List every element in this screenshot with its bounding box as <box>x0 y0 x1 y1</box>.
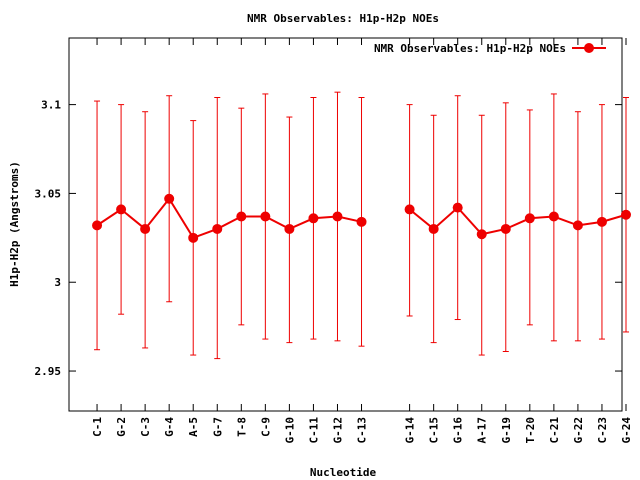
data-point <box>621 209 631 220</box>
chart-title: NMR Observables: H1p-H2p NOEs <box>247 12 439 25</box>
data-point <box>356 216 367 227</box>
x-tick-label: G-22 <box>572 417 585 444</box>
y-tick-label: 3.1 <box>41 99 61 112</box>
data-point <box>572 220 583 231</box>
y-axis-label: H1p-H2p (Angstroms) <box>8 161 21 287</box>
x-tick-label: A-17 <box>476 417 489 444</box>
x-tick-label: G-19 <box>500 417 513 444</box>
y-tick-label: 3 <box>54 276 61 289</box>
x-tick-label: C-13 <box>356 417 369 444</box>
data-point <box>92 220 103 231</box>
axes: 2.95 3 3.05 3.1 C-1 G-2 C-3 G-4 A-5 G-7 T-8 C-9 G-10… <box>35 38 633 444</box>
data-points <box>92 193 631 243</box>
data-point <box>596 216 607 227</box>
data-point <box>116 204 127 215</box>
x-tick-label: G-14 <box>404 417 417 444</box>
legend-label: NMR Observables: H1p-H2p NOEs <box>374 42 566 55</box>
data-point <box>308 213 319 224</box>
legend: NMR Observables: H1p-H2p NOEs <box>374 42 606 55</box>
legend-marker <box>584 43 594 53</box>
x-tick-label: G-16 <box>452 417 465 444</box>
data-point <box>140 223 151 234</box>
data-point <box>332 211 343 222</box>
y-tick-label: 3.05 <box>35 187 62 200</box>
x-axis-label: Nucleotide <box>310 466 377 479</box>
data-point <box>500 223 511 234</box>
x-tick-label: C-21 <box>548 417 561 444</box>
x-tick-label: G-10 <box>283 417 296 444</box>
data-point <box>524 213 535 224</box>
x-tick-label: C-1 <box>91 417 104 437</box>
y-tick-label: 2.95 <box>35 365 62 378</box>
data-point <box>212 223 223 234</box>
data-point <box>428 223 439 234</box>
x-tick-label: C-3 <box>139 417 152 437</box>
x-tick-label: T-20 <box>524 417 537 444</box>
data-point <box>260 211 271 222</box>
data-point <box>404 204 415 215</box>
x-tick-label: C-9 <box>259 417 272 437</box>
plot-area <box>68 37 623 412</box>
data-point <box>236 211 247 222</box>
data-point <box>476 229 487 240</box>
series-segment <box>408 206 627 236</box>
x-tick-label: A-5 <box>187 417 200 437</box>
data-point <box>164 193 175 204</box>
x-tick-label: C-23 <box>596 417 609 444</box>
data-point <box>452 202 463 213</box>
data-point <box>188 232 199 243</box>
x-tick-label: G-12 <box>331 417 344 444</box>
x-tick-label: T-8 <box>235 417 248 437</box>
data-point <box>284 223 295 234</box>
x-tick-label: G-24 <box>620 417 633 444</box>
x-tick-label: G-2 <box>115 417 128 437</box>
x-tick-label: C-11 <box>307 417 320 444</box>
x-tick-label: G-7 <box>211 417 224 437</box>
x-tick-label: C-15 <box>428 417 441 444</box>
data-point <box>548 211 559 222</box>
x-tick-label: G-4 <box>163 417 176 437</box>
